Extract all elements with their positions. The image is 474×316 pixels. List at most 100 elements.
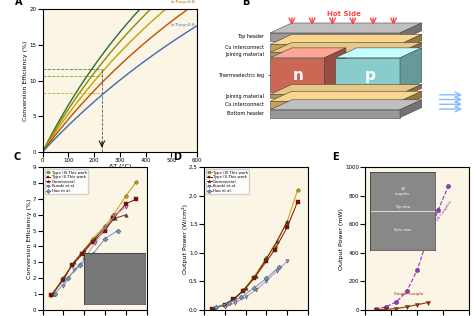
Polygon shape — [270, 44, 400, 51]
Type (I)-This work — [90, 240, 95, 244]
Hao et al. — [90, 252, 95, 256]
Type (I)-This work — [48, 294, 54, 297]
Text: Joining material: Joining material — [225, 52, 264, 57]
Commercial — [102, 226, 108, 229]
Type (II)-This work — [210, 307, 215, 310]
Commercial — [284, 220, 290, 223]
Text: Bottom header: Bottom header — [227, 111, 264, 116]
Polygon shape — [400, 100, 422, 118]
Kuroki et al. — [113, 213, 118, 217]
Commercial — [113, 216, 118, 220]
Type (I)-This work — [110, 216, 116, 220]
Commercial — [243, 286, 248, 290]
Line: Kuroki et al.: Kuroki et al. — [223, 260, 289, 308]
Legend: Type (II)-This work, Type (I)-This work, Commercial, Kuroki et al., Hao et al.: Type (II)-This work, Type (I)-This work,… — [206, 169, 249, 194]
Hao et al. — [276, 265, 282, 269]
Type (II)-This work — [79, 251, 85, 255]
Kuroki et al. — [82, 257, 87, 261]
Type (II)-This work — [272, 245, 278, 249]
Text: Hot Side: Hot Side — [327, 11, 361, 17]
Kuroki et al. — [243, 295, 248, 299]
Line: Hao et al.: Hao et al. — [215, 265, 281, 309]
Type (II)-This work — [123, 194, 129, 198]
Type (II)-This work — [90, 237, 95, 240]
Kuroki et al. — [253, 288, 259, 292]
Polygon shape — [270, 101, 400, 107]
Text: p: p — [365, 68, 375, 83]
Type (II)-This work — [222, 303, 228, 307]
Kuroki et al. — [222, 305, 228, 309]
Polygon shape — [270, 84, 422, 94]
Type (I)-This work — [79, 252, 85, 256]
Type (II)-This work — [264, 257, 269, 260]
Type (II)-This work — [134, 180, 139, 184]
Kuroki et al. — [274, 269, 280, 273]
Polygon shape — [270, 23, 422, 33]
Commercial — [274, 240, 280, 243]
Type (II)-This work — [69, 264, 74, 267]
Hao et al. — [251, 286, 257, 290]
Type (I)-This work — [264, 259, 269, 263]
Type (II)-This work — [110, 213, 116, 217]
Type (II)-This work — [241, 288, 246, 292]
Type (I)-This work — [284, 225, 290, 229]
Y-axis label: Conversion Efficiency (%): Conversion Efficiency (%) — [23, 40, 28, 121]
Polygon shape — [400, 91, 422, 107]
Text: C: C — [14, 152, 21, 162]
Commercial — [211, 306, 217, 310]
Text: B: B — [242, 0, 249, 7]
Type (I)-This work — [134, 197, 139, 201]
Type (I)-This work — [295, 200, 301, 204]
Text: Top header: Top header — [237, 34, 264, 39]
Polygon shape — [270, 91, 422, 101]
Polygon shape — [270, 58, 324, 92]
Hao et al. — [238, 295, 244, 299]
Hao et al. — [52, 292, 58, 296]
Hao et al. — [77, 264, 83, 267]
Kuroki et al. — [102, 226, 108, 229]
Line: Commercial: Commercial — [51, 213, 128, 295]
Text: Thermoelectric leg: Thermoelectric leg — [218, 73, 264, 78]
Line: Type (I)-This work: Type (I)-This work — [49, 198, 138, 297]
Legend: Type (II)-This work, Type (I)-This work, Commercial, Kuroki et al., Hao et al.: Type (II)-This work, Type (I)-This work,… — [45, 169, 88, 194]
Type (I)-This work — [123, 202, 129, 206]
Polygon shape — [270, 42, 422, 52]
Line: Type (I)-This work: Type (I)-This work — [210, 200, 299, 310]
Kuroki et al. — [92, 241, 98, 245]
Type (I)-This work — [230, 298, 236, 301]
Kuroki et al. — [232, 301, 238, 305]
Text: Joining material: Joining material — [225, 94, 264, 99]
Line: Commercial: Commercial — [213, 220, 289, 310]
Type (II)-This work — [230, 298, 236, 301]
Type (II)-This work — [61, 276, 66, 280]
Hao et al. — [115, 229, 120, 233]
Commercial — [92, 237, 98, 240]
Text: Cu interconnect: Cu interconnect — [225, 45, 264, 50]
Text: A: A — [15, 0, 22, 7]
Polygon shape — [400, 84, 422, 98]
Polygon shape — [400, 34, 422, 51]
Commercial — [232, 296, 238, 300]
Polygon shape — [400, 48, 422, 92]
Type (I)-This work — [61, 278, 66, 282]
Text: D: D — [173, 152, 181, 162]
Y-axis label: Output Power (mW): Output Power (mW) — [338, 208, 344, 270]
Text: E: E — [332, 152, 338, 162]
Text: $(zT)_{avg}$=0.8: $(zT)_{avg}$=0.8 — [170, 0, 196, 7]
Polygon shape — [270, 48, 346, 58]
Y-axis label: Output Power (W/cm²): Output Power (W/cm²) — [182, 204, 188, 274]
Polygon shape — [270, 94, 400, 98]
Polygon shape — [335, 58, 400, 92]
Commercial — [50, 292, 56, 296]
Line: Type (II)-This work: Type (II)-This work — [210, 189, 299, 310]
Type (II)-This work — [48, 294, 54, 297]
Hao et al. — [226, 301, 232, 305]
Kuroki et al. — [284, 259, 290, 263]
Commercial — [253, 274, 259, 277]
Polygon shape — [270, 100, 422, 110]
Text: Cu interconnect: Cu interconnect — [225, 102, 264, 107]
Type (I)-This work — [241, 289, 246, 293]
Type (I)-This work — [69, 264, 74, 267]
Polygon shape — [400, 42, 422, 56]
X-axis label: ΔT (°C): ΔT (°C) — [109, 164, 131, 169]
